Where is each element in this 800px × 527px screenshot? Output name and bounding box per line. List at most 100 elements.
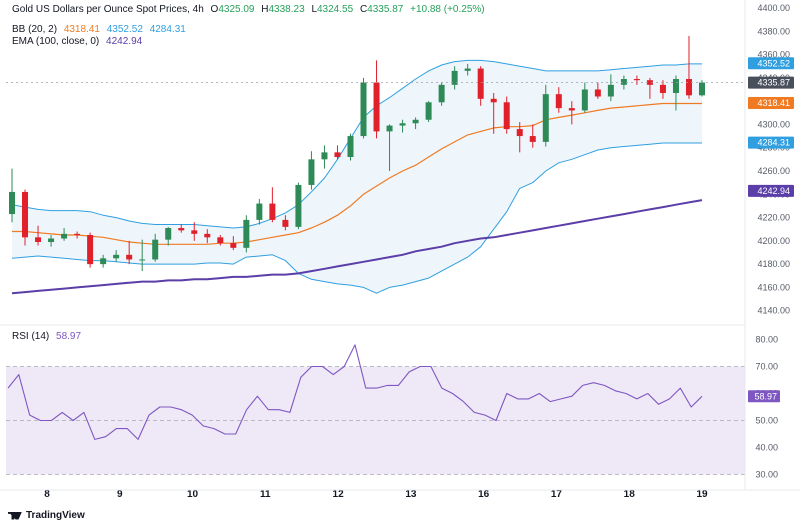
bb-basis-line xyxy=(12,102,702,245)
price-tick-label: 4400.00 xyxy=(757,3,790,13)
rsi-value-tag-bg xyxy=(748,390,780,403)
candle-body xyxy=(620,79,627,85)
candle-body xyxy=(360,82,367,137)
bb-lower-value: 4284.31 xyxy=(149,24,186,35)
time-tick-label: 13 xyxy=(405,489,417,500)
rsi-tick-label: 40.00 xyxy=(755,443,778,453)
candle-body xyxy=(386,125,393,132)
price-pane: 4140.004160.004180.004200.004220.004240.… xyxy=(6,3,794,316)
bb-upper-tag-bg xyxy=(748,57,794,70)
candle-body xyxy=(269,203,276,220)
ohlc-low-label: L xyxy=(311,4,317,15)
symbol-title: Gold US Dollars per Ounce Spot Prices, 4… xyxy=(12,4,204,15)
candle-body xyxy=(204,233,211,238)
price-tick-label: 4300.00 xyxy=(757,119,790,129)
candle-body xyxy=(282,219,289,227)
candle-body xyxy=(399,123,406,126)
bb-lower-tag-bg xyxy=(748,136,794,149)
bb-fill xyxy=(12,60,702,294)
candle-body xyxy=(61,233,68,239)
candle-body xyxy=(477,68,484,99)
candle-body xyxy=(230,243,237,248)
candle-body xyxy=(555,94,562,109)
ohlc-close-label: C xyxy=(359,4,368,15)
time-tick-label: 9 xyxy=(117,489,123,500)
candle-body xyxy=(48,238,55,242)
candle-body xyxy=(191,230,198,234)
price-tick-label: 4360.00 xyxy=(757,50,790,60)
candle-body xyxy=(113,254,120,259)
candle-body xyxy=(165,228,172,240)
candle-body xyxy=(87,235,94,265)
rsi-tick-label: 80.00 xyxy=(755,335,778,345)
legend-ema-row: EMA (100, close, 0) 4242.94 xyxy=(12,36,146,48)
candle-body xyxy=(633,79,640,81)
candle-body xyxy=(503,102,510,130)
ema-tag: 4242.94 xyxy=(757,186,790,196)
ohlc-close: 4335.87 xyxy=(367,4,404,15)
candle-body xyxy=(581,89,588,111)
candle-body xyxy=(35,237,42,242)
ohlc-change: +10.88 (+0.25%) xyxy=(410,4,485,15)
time-tick-label: 19 xyxy=(696,489,708,500)
time-tick-label: 11 xyxy=(260,489,271,500)
tradingview-icon xyxy=(8,511,22,520)
time-tick-label: 16 xyxy=(478,489,490,500)
rsi-band-fill xyxy=(6,366,745,475)
price-tick-label: 4380.00 xyxy=(757,26,790,36)
rsi-legend-value: 58.97 xyxy=(56,331,82,342)
candle-body xyxy=(542,94,549,142)
candle-body xyxy=(295,184,302,227)
last-price-tag-bg xyxy=(748,76,794,89)
ema-line xyxy=(11,199,703,295)
ema-label: EMA (100, close, 0) xyxy=(12,36,100,47)
price-tick-label: 4160.00 xyxy=(757,282,790,292)
tradingview-label: TradingView xyxy=(26,510,85,521)
candle-body xyxy=(529,136,536,142)
candle-body xyxy=(672,79,679,93)
candle-body xyxy=(490,98,497,103)
candle-body xyxy=(607,84,614,97)
time-tick-label: 18 xyxy=(624,489,636,500)
rsi-tick-label: 70.00 xyxy=(755,362,778,372)
candle-body xyxy=(568,108,575,111)
legend-bb-row: BB (20, 2) 4318.41 4352.52 4284.31 xyxy=(12,24,190,36)
candle-body xyxy=(308,159,315,185)
price-tick-label: 4140.00 xyxy=(757,306,790,316)
ohlc-high-label: H xyxy=(261,4,269,15)
candle-body xyxy=(100,258,107,265)
candle-body xyxy=(347,136,354,158)
candle-body xyxy=(412,119,419,124)
bb-basis-tag: 4318.41 xyxy=(757,98,790,108)
candle-body xyxy=(334,152,341,158)
candle-body xyxy=(451,70,458,85)
candle-body xyxy=(178,228,185,231)
ohlc-open: 4325.09 xyxy=(218,4,255,15)
candle-body xyxy=(243,219,250,248)
candle-body xyxy=(217,237,224,244)
candle-body xyxy=(464,68,471,71)
bb-basis-tag-bg xyxy=(748,96,794,109)
candle-body xyxy=(699,82,705,96)
candle-body xyxy=(321,152,328,160)
bb-lower-line xyxy=(11,142,702,294)
time-axis: 8 9 10 11 12 13 16 17 18 19 xyxy=(44,489,708,500)
ema-value: 4242.94 xyxy=(106,36,143,47)
time-tick-label: 12 xyxy=(333,489,345,500)
rsi-value-tag: 58.97 xyxy=(754,391,777,401)
last-price-tag: 4335.87 xyxy=(757,78,790,88)
candle-body xyxy=(126,254,133,260)
rsi-tick-label: 30.00 xyxy=(755,470,778,480)
price-tick-label: 4260.00 xyxy=(757,166,790,176)
price-tick-label: 4220.00 xyxy=(757,213,790,223)
candle-body xyxy=(438,84,445,103)
rsi-tick-label: 50.00 xyxy=(755,416,778,426)
candle-body xyxy=(22,191,29,238)
price-tick-label: 4180.00 xyxy=(757,259,790,269)
tradingview-logo[interactable]: TradingView xyxy=(8,510,85,521)
ohlc-open-label: O xyxy=(210,4,219,15)
rsi-line xyxy=(7,344,703,440)
bb-basis-value: 4318.41 xyxy=(63,24,100,35)
